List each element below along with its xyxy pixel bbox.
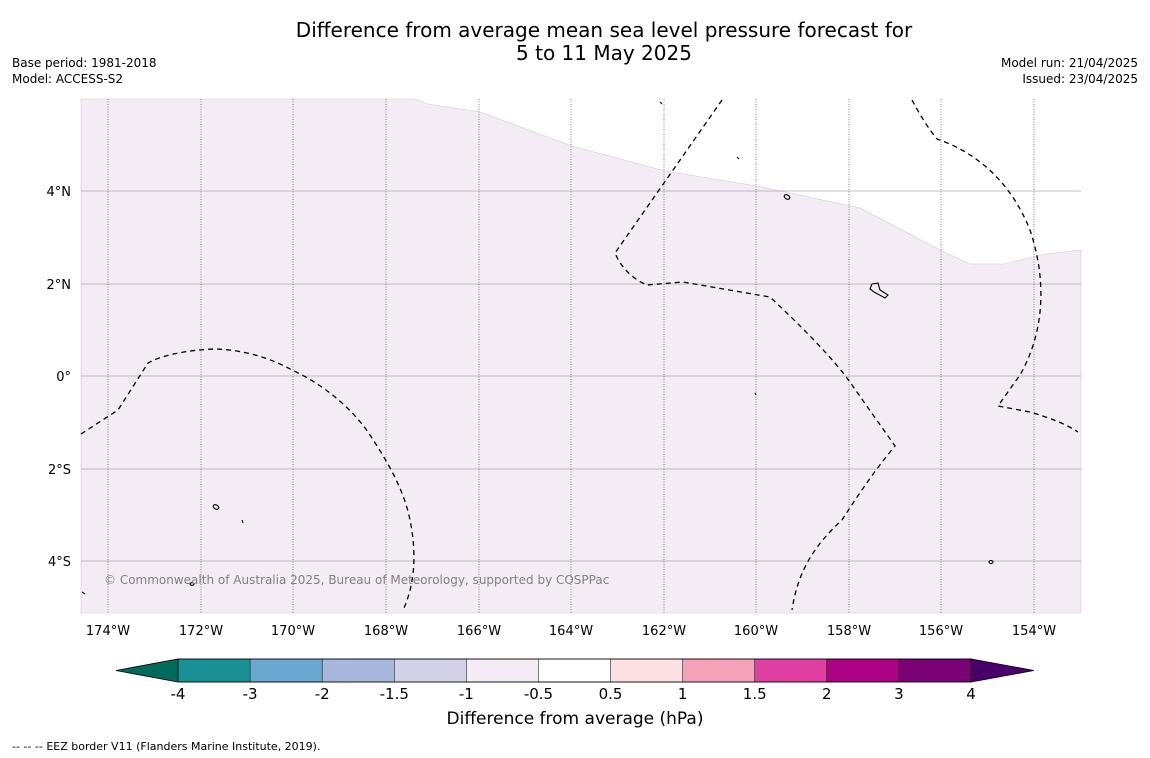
colorbar-tick-label: 2 [822,685,832,703]
colorbar-segment [826,658,900,683]
lat-label: 2°S [48,463,71,478]
lon-label: 168°W [364,624,408,639]
island-shape [81,591,86,595]
latitude-gridlines [81,190,1081,562]
model-name: Model: ACCESS-S2 [12,72,124,86]
island-shape [869,282,889,299]
lon-label: 170°W [271,624,315,639]
issued-date: Issued: 23/04/2025 [1022,72,1138,86]
lon-label: 156°W [919,624,963,639]
island-shape [189,582,195,586]
run-info: Model run: 21/04/2025 Issued: 23/04/2025 [1001,55,1138,87]
colorbar-high-extension [970,658,1035,683]
chart-title: Difference from average mean sea level p… [0,19,1150,65]
colorbar-segment [898,658,972,683]
lon-label: 158°W [827,624,871,639]
lon-label: 154°W [1012,624,1056,639]
colorbar-tick-label: 0.5 [599,685,623,703]
lat-label: 2°N [47,278,72,293]
eez-border-central [614,99,896,611]
base-period: Base period: 1981-2018 [12,56,157,70]
eez-borders [80,99,1079,611]
colorbar-tick-label: 1 [678,685,688,703]
colorbar-tick-label: 4 [966,685,976,703]
eez-legend-symbol: -- -- -- [12,740,43,753]
lon-label: 166°W [457,624,501,639]
lat-label: 0° [56,370,71,385]
colorbar-segment [321,658,395,683]
colorbar-tick-labels: -4 -3 -2 -1.5 -1 -0.5 0.5 1 1.5 2 3 4 [171,685,976,703]
colorbar-tick-label: -1 [459,685,474,703]
colorbar-tick-label: 1.5 [743,685,767,703]
colorbar-tick-label: -2 [315,685,330,703]
title-line-1: Difference from average mean sea level p… [295,18,913,42]
colorbar: -4 -3 -2 -1.5 -1 -0.5 0.5 1 1.5 2 3 4 [115,658,1035,703]
colorbar-segment [754,658,828,683]
colorbar-tick-label: -3 [243,685,258,703]
lon-label: 174°W [86,624,130,639]
copyright-notice: © Commonwealth of Australia 2025, Bureau… [104,573,609,587]
colorbar-segment [394,658,467,683]
lat-label: 4°S [48,555,71,570]
colorbar-tick-label: -0.5 [524,685,553,703]
island-shape [736,156,740,160]
island-shape [241,519,244,524]
colorbar-segments [177,658,972,683]
anomaly-fill-region [80,98,1082,614]
lon-label: 162°W [642,624,686,639]
lon-label: 164°W [549,624,593,639]
latitude-labels: 4°N 2°N 0° 2°S 4°S [47,185,72,570]
colorbar-segment [538,658,612,683]
colorbar-low-extension [115,658,179,683]
model-info: Base period: 1981-2018 Model: ACCESS-S2 [12,55,157,87]
island-shape [212,504,220,510]
model-run: Model run: 21/04/2025 [1000,56,1138,70]
islands [81,101,994,595]
colorbar-segment [682,658,756,683]
island-shape [988,559,994,565]
longitude-labels: 174°W 172°W 170°W 168°W 166°W 164°W 162°… [86,624,1056,639]
lon-label: 160°W [734,624,778,639]
eez-border-west [80,348,415,609]
island-shape [783,194,791,200]
island-shape [754,392,757,396]
colorbar-segment [249,658,323,683]
title-line-2: 5 to 11 May 2025 [516,41,692,65]
longitude-gridlines [107,99,1035,613]
island-shape [659,101,663,105]
colorbar-segment [610,658,684,683]
eez-legend-text: EEZ border V11 (Flanders Marine Institut… [46,740,321,753]
colorbar-outline [177,658,972,683]
lat-label: 4°N [47,185,72,200]
colorbar-tick-label: -4 [171,685,186,703]
colorbar-title: Difference from average (hPa) [446,709,704,729]
colorbar-tick-label: -1.5 [380,685,409,703]
lon-label: 172°W [179,624,223,639]
legend-footnote: -- -- -- EEZ border V11 (Flanders Marine… [12,740,320,753]
colorbar-segment [177,658,251,683]
colorbar-tick-label: 3 [894,685,904,703]
colorbar-segment [466,658,540,683]
